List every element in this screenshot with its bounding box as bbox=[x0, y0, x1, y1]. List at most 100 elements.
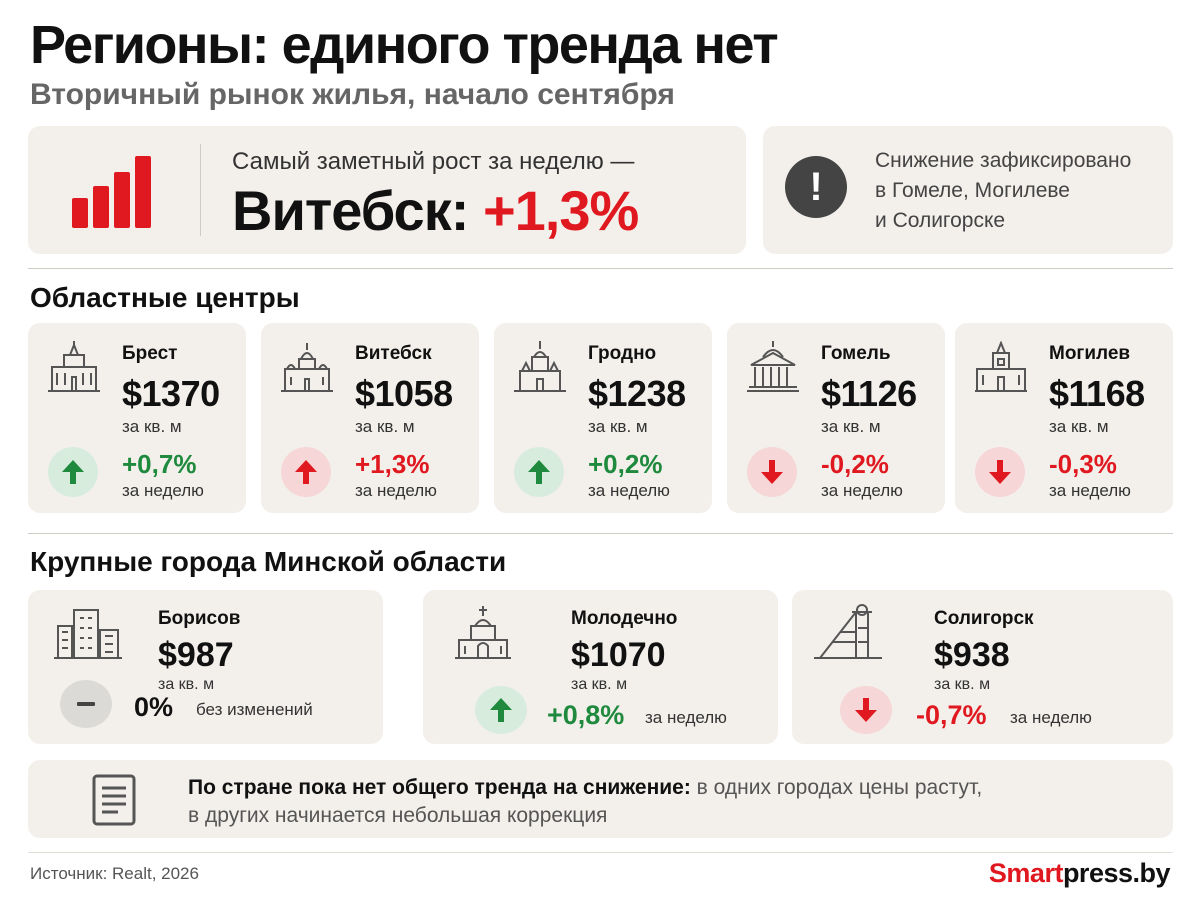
city-change: -0,7% bbox=[916, 700, 987, 730]
regional-section-title: Областные центры bbox=[30, 282, 300, 313]
region-period: за неделю bbox=[821, 481, 903, 500]
region-period: за неделю bbox=[1049, 481, 1131, 500]
arrow-down-icon bbox=[761, 460, 783, 484]
region-change: +1,3% bbox=[355, 449, 430, 479]
trend-neutral-badge bbox=[60, 680, 112, 728]
bar-chart-icon bbox=[72, 156, 151, 228]
region-card-vitebsk: Витебск $1058 за кв. м +1,3% за неделю bbox=[261, 323, 479, 513]
apartment-buildings-icon bbox=[54, 609, 122, 659]
region-unit: за кв. м bbox=[122, 417, 182, 436]
arrow-down-icon bbox=[855, 698, 877, 722]
page-title: Регионы: единого тренда нет bbox=[30, 15, 779, 75]
highlight-change: +1,3% bbox=[482, 179, 639, 242]
summary-bold: По стране пока нет общего тренда на сниж… bbox=[188, 776, 691, 799]
exclamation-icon: ! bbox=[785, 156, 847, 218]
section-divider bbox=[28, 533, 1173, 534]
region-change: +0,2% bbox=[588, 449, 663, 479]
city-change: 0% bbox=[134, 692, 174, 722]
region-price: $1168 bbox=[1049, 373, 1145, 414]
summary-rest: в одних городах цены растут, bbox=[690, 776, 983, 799]
brand-part2: press.by bbox=[1062, 858, 1171, 888]
arrow-down-icon bbox=[989, 460, 1011, 484]
document-icon bbox=[92, 774, 136, 826]
brand-logo: Smartpress.by bbox=[988, 858, 1171, 889]
trend-up-badge bbox=[48, 447, 98, 497]
decline-note-line: Снижение зафиксировано bbox=[875, 149, 1132, 172]
region-period: за неделю bbox=[355, 481, 437, 500]
source-note: Источник: Realt, 2026 bbox=[30, 864, 199, 883]
city-period: за неделю bbox=[645, 708, 727, 727]
trend-down-badge bbox=[747, 447, 797, 497]
trend-up-strong-badge bbox=[281, 447, 331, 497]
highlight-card: Самый заметный рост за неделю — Витебск:… bbox=[28, 126, 746, 254]
city-card-borisov: Борисов $987 за кв. м 0% без изменений bbox=[28, 590, 383, 744]
palace-icon bbox=[747, 341, 799, 392]
region-price: $1238 bbox=[588, 373, 686, 414]
region-card-mogilev: Могилев $1168 за кв. м -0,3% за неделю bbox=[955, 323, 1173, 513]
arrow-up-icon bbox=[490, 698, 512, 722]
region-price: $1126 bbox=[821, 373, 917, 414]
church-domes-icon bbox=[281, 343, 333, 392]
trend-down-badge bbox=[975, 447, 1025, 497]
decline-note-text: Снижение зафиксировано в Гомеле, Могилев… bbox=[875, 146, 1165, 236]
city-unit: за кв. м bbox=[158, 676, 215, 693]
region-name: Витебск bbox=[355, 343, 432, 364]
region-change: +0,7% bbox=[122, 449, 197, 479]
region-price: $1058 bbox=[355, 373, 453, 414]
mine-headframe-icon bbox=[814, 604, 882, 659]
region-price: $1370 bbox=[122, 373, 220, 414]
trend-up-badge bbox=[514, 447, 564, 497]
church-icon bbox=[514, 341, 566, 392]
region-period: за неделю bbox=[588, 481, 670, 500]
city-price: $1070 bbox=[571, 636, 666, 674]
region-change: -0,3% bbox=[1049, 449, 1117, 479]
region-change: -0,2% bbox=[821, 449, 889, 479]
hero-divider bbox=[200, 144, 201, 236]
region-name: Брест bbox=[122, 343, 178, 364]
city-period: без изменений bbox=[196, 700, 313, 719]
region-name: Гомель bbox=[821, 343, 891, 364]
arrow-up-icon bbox=[62, 460, 84, 484]
region-name: Гродно bbox=[588, 343, 657, 364]
region-card-brest: Брест $1370 за кв. м +0,7% за неделю bbox=[28, 323, 246, 513]
decline-note-line: и Солигорске bbox=[875, 209, 1006, 232]
summary-text: По стране пока нет общего тренда на сниж… bbox=[188, 774, 1148, 830]
region-period: за неделю bbox=[122, 481, 204, 500]
city-price: $938 bbox=[934, 636, 1010, 674]
highlight-caption: Самый заметный рост за неделю — bbox=[232, 148, 635, 175]
highlight-city: Витебск: bbox=[232, 179, 469, 242]
summary-line-2: в других начинается небольшая коррекция bbox=[188, 804, 608, 827]
city-name: Борисов bbox=[158, 608, 241, 629]
city-unit: за кв. м bbox=[571, 676, 628, 693]
region-unit: за кв. м bbox=[355, 417, 415, 436]
region-unit: за кв. м bbox=[588, 417, 648, 436]
region-name: Могилев bbox=[1049, 343, 1131, 364]
chapel-icon bbox=[455, 606, 511, 659]
arrow-up-icon bbox=[295, 460, 317, 484]
section-divider bbox=[28, 268, 1173, 269]
townhall-icon bbox=[975, 341, 1027, 392]
region-card-gomel: Гомель $1126 за кв. м -0,2% за неделю bbox=[727, 323, 945, 513]
decline-note-card: ! Снижение зафиксировано в Гомеле, Могил… bbox=[763, 126, 1173, 254]
cathedral-icon bbox=[48, 341, 100, 392]
arrow-up-icon bbox=[528, 460, 550, 484]
city-price: $987 bbox=[158, 636, 234, 674]
region-unit: за кв. м bbox=[821, 417, 881, 436]
city-period: за неделю bbox=[1010, 708, 1092, 727]
decline-note-line: в Гомеле, Могилеве bbox=[875, 179, 1070, 202]
region-unit: за кв. м bbox=[1049, 417, 1109, 436]
city-name: Солигорск bbox=[934, 608, 1034, 629]
trend-up-badge bbox=[475, 686, 527, 734]
city-change: +0,8% bbox=[547, 700, 625, 730]
minus-icon bbox=[77, 702, 95, 706]
footer-divider bbox=[28, 852, 1173, 853]
page-subtitle: Вторичный рынок жилья, начало сентября bbox=[30, 78, 675, 111]
highlight-value: Витебск: +1,3% bbox=[232, 178, 639, 243]
city-card-molodechno: Молодечно $1070 за кв. м +0,8% за неделю bbox=[423, 590, 778, 744]
region-card-grodno: Гродно $1238 за кв. м +0,2% за неделю bbox=[494, 323, 712, 513]
trend-down-badge bbox=[840, 686, 892, 734]
minsk-section-title: Крупные города Минской области bbox=[30, 546, 507, 577]
summary-card: По стране пока нет общего тренда на сниж… bbox=[28, 760, 1173, 838]
city-unit: за кв. м bbox=[934, 676, 991, 693]
brand-part1: Smart bbox=[988, 858, 1064, 888]
